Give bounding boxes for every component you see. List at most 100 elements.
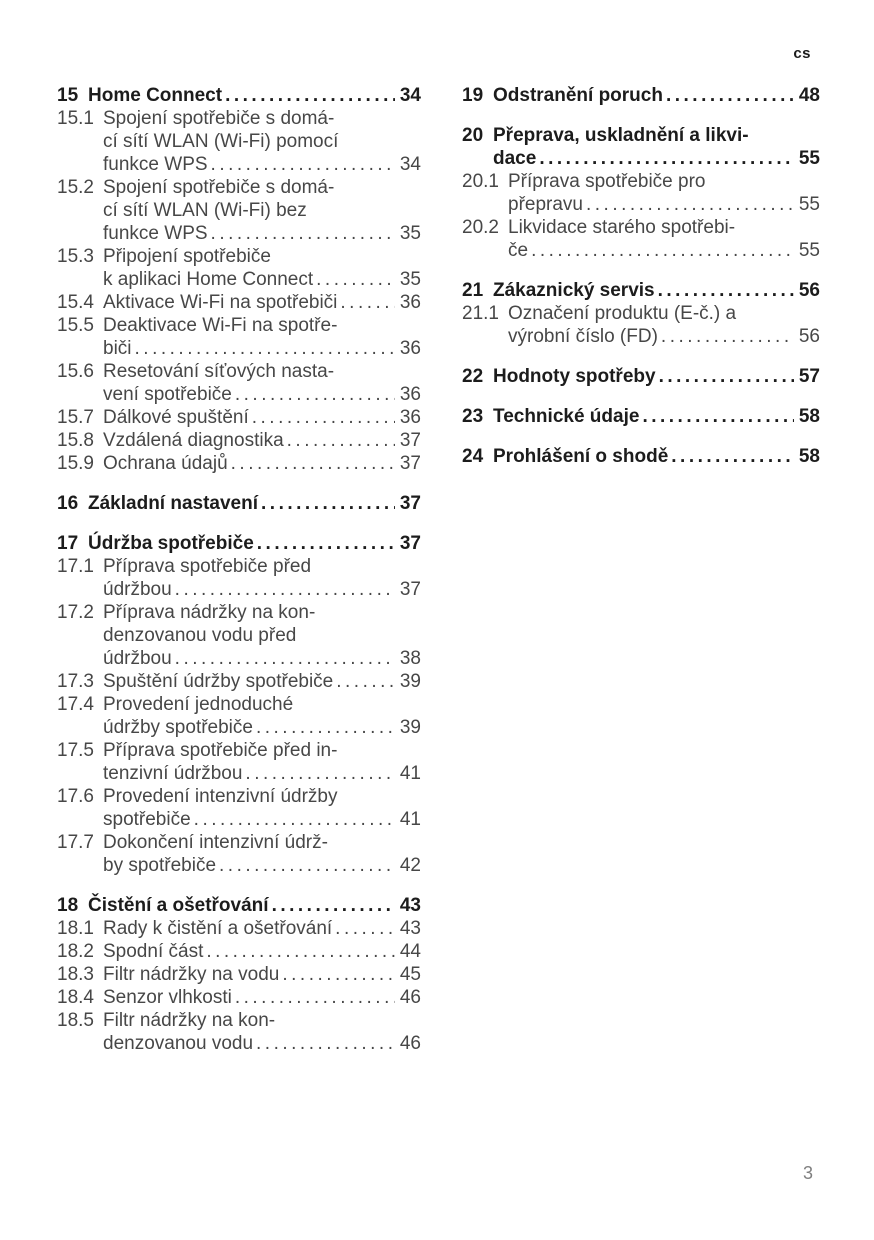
toc-entry-text-line: Označení produktu (E-č.) a bbox=[508, 303, 737, 324]
toc-entry-number: 15.1 bbox=[57, 108, 94, 129]
toc-entry-text-line: Příprava spotřebiče pro bbox=[508, 171, 706, 192]
toc-entry-last-line: k aplikaci Home Connect.................… bbox=[103, 268, 421, 291]
dot-leader: ........................................… bbox=[206, 941, 395, 962]
toc-page-number: 35 bbox=[399, 269, 421, 290]
toc-page-number: 38 bbox=[399, 648, 421, 669]
toc-entry-text-line: funkce WPS bbox=[103, 154, 208, 175]
toc-entry-text-line: cí sítí WLAN (Wi-Fi) pomocí bbox=[103, 131, 339, 152]
toc-entry-title: Spodní část.............................… bbox=[103, 940, 421, 963]
toc-section-heading-18: 18 Čistění a ošetřování..................… bbox=[57, 894, 421, 917]
dot-leader: ........................................… bbox=[539, 148, 794, 169]
dot-leader: ........................................… bbox=[586, 194, 794, 215]
toc-entry-number: 18.5 bbox=[57, 1010, 94, 1031]
toc-entry-text-line: výrobní číslo (FD) bbox=[508, 326, 658, 347]
toc-entry-last-line: Filtr nádržky na vodu...................… bbox=[103, 963, 421, 986]
toc-entry-title: Zákaznický servis.......................… bbox=[493, 279, 820, 302]
dot-leader: ........................................… bbox=[234, 987, 395, 1008]
toc-entry-text-line: Přeprava, uskladnění a likvi- bbox=[493, 125, 749, 146]
toc-entry-number: 17.3 bbox=[57, 671, 94, 692]
toc-entry-number: 21 bbox=[462, 280, 484, 301]
toc-entry-number: 18.3 bbox=[57, 964, 94, 985]
toc-entry-number: 17.4 bbox=[57, 694, 94, 715]
toc-subsection-entry-15.1: 15.1 Spojení spotřebiče s domá-cí sítí WL… bbox=[57, 107, 421, 176]
toc-entry-last-line: vení spotřebiče.........................… bbox=[103, 383, 421, 406]
toc-entry-last-line: biči....................................… bbox=[103, 337, 421, 360]
toc-entry-title: Resetování síťových nasta-vení spotřebič… bbox=[103, 360, 421, 406]
dot-leader: ........................................… bbox=[174, 648, 395, 669]
dot-leader: ........................................… bbox=[286, 430, 395, 451]
toc-subsection-entry-17.2: 17.2 Příprava nádržky na kon-denzovanou v… bbox=[57, 601, 421, 670]
toc-entry-number: 20.2 bbox=[462, 217, 499, 238]
toc-subsection-entry-15.5: 15.5 Deaktivace Wi-Fi na spotře-biči.....… bbox=[57, 314, 421, 360]
toc-section-heading-21: 21 Zákaznický servis.....................… bbox=[462, 279, 820, 302]
toc-entry-text-line: če bbox=[508, 240, 529, 261]
dot-leader: ........................................… bbox=[271, 895, 395, 916]
toc-subsection-entry-15.8: 15.8 Vzdálená diagnostika................… bbox=[57, 429, 421, 452]
toc-right-column: 19 Odstranění poruch.....................… bbox=[462, 84, 820, 1055]
toc-entry-last-line: Rady k čistění a ošetřování.............… bbox=[103, 917, 421, 940]
dot-leader: ........................................… bbox=[316, 269, 395, 290]
toc-entry-text-line: biči bbox=[103, 338, 132, 359]
dot-leader: ........................................… bbox=[193, 809, 395, 830]
toc-page-number: 58 bbox=[798, 446, 820, 467]
toc-entry-text-line: Spuštění údržby spotřebiče bbox=[103, 671, 334, 692]
dot-leader: ........................................… bbox=[251, 407, 395, 428]
toc-entry-number: 18.4 bbox=[57, 987, 94, 1008]
toc-entry-last-line: Aktivace Wi-Fi na spotřebiči............… bbox=[103, 291, 421, 314]
toc-entry-text-line: Spojení spotřebiče s domá- bbox=[103, 177, 335, 198]
toc-page-number: 56 bbox=[798, 326, 820, 347]
toc-entry-last-line: Home Connect............................… bbox=[88, 84, 421, 107]
toc-entry-title: Provedení intenzivní údržby spotřebiče...… bbox=[103, 785, 421, 831]
toc-page-number: 56 bbox=[798, 280, 820, 301]
toc-page-number: 36 bbox=[399, 338, 421, 359]
toc-page-number: 35 bbox=[399, 223, 421, 244]
toc-subsection-entry-17.6: 17.6 Provedení intenzivní údržby spotřebič… bbox=[57, 785, 421, 831]
toc-page-number: 37 bbox=[399, 453, 421, 474]
toc-subsection-entry-20.1: 20.1 Příprava spotřebiče pro přepravu.....… bbox=[462, 170, 820, 216]
toc-entry-number: 15.5 bbox=[57, 315, 94, 336]
toc-page-number: 48 bbox=[798, 85, 820, 106]
toc-entry-number: 15.6 bbox=[57, 361, 94, 382]
toc-entry-number: 17 bbox=[57, 533, 79, 554]
dot-leader: ........................................… bbox=[657, 280, 794, 301]
toc-entry-text-line: přepravu bbox=[508, 194, 583, 215]
toc-entry-text-line: Dálkové spuštění bbox=[103, 407, 249, 428]
dot-leader: ........................................… bbox=[282, 964, 395, 985]
toc-entry-title: Filtr nádržky na vodu...................… bbox=[103, 963, 421, 986]
toc-entry-number: 20.1 bbox=[462, 171, 499, 192]
toc-entry-last-line: Prohlášení o shodě......................… bbox=[493, 445, 820, 468]
toc-entry-last-line: spotřebiče..............................… bbox=[103, 808, 421, 831]
toc-entry-number: 20 bbox=[462, 125, 484, 146]
dot-leader: ........................................… bbox=[230, 453, 395, 474]
toc-page-number: 41 bbox=[399, 763, 421, 784]
toc-entry-text-line: Resetování síťových nasta- bbox=[103, 361, 335, 382]
toc-entry-title: Provedení jednoduché údržby spotřebiče...… bbox=[103, 693, 421, 739]
toc-section-heading-17: 17 Údržba spotřebiče.....................… bbox=[57, 532, 421, 555]
toc-section-heading-19: 19 Odstranění poruch.....................… bbox=[462, 84, 820, 107]
toc-entry-text-line: by spotřebiče bbox=[103, 855, 217, 876]
dot-leader: ........................................… bbox=[245, 763, 395, 784]
toc-section-heading-20: 20 Přeprava, uskladnění a likvi-dace.....… bbox=[462, 124, 820, 170]
dot-leader: ........................................… bbox=[134, 338, 395, 359]
toc-entry-text-line: Odstranění poruch bbox=[493, 85, 663, 106]
toc-entry-number: 19 bbox=[462, 85, 484, 106]
toc-entry-last-line: Údržba spotřebiče.......................… bbox=[88, 532, 421, 555]
toc-entry-number: 17.6 bbox=[57, 786, 94, 807]
toc-entry-text-line: Filtr nádržky na vodu bbox=[103, 964, 280, 985]
toc-page-number: 44 bbox=[399, 941, 421, 962]
dot-leader: ........................................… bbox=[225, 85, 395, 106]
toc-entry-text-line: vení spotřebiče bbox=[103, 384, 232, 405]
toc-entry-text-line: Příprava spotřebiče před bbox=[103, 556, 312, 577]
toc-section-heading-15: 15 Home Connect..........................… bbox=[57, 84, 421, 107]
toc-entry-text-line: údržby spotřebiče bbox=[103, 717, 253, 738]
toc-page-number: 57 bbox=[798, 366, 820, 387]
toc-entry-text-line: Senzor vlhkosti bbox=[103, 987, 232, 1008]
toc-entry-title: Příprava spotřebiče před údržbou.........… bbox=[103, 555, 421, 601]
dot-leader: ........................................… bbox=[665, 85, 794, 106]
toc-subsection-entry-17.5: 17.5 Příprava spotřebiče před in-tenzivní… bbox=[57, 739, 421, 785]
toc-page-number: 36 bbox=[399, 292, 421, 313]
toc-entry-text-line: Připojení spotřebiče bbox=[103, 246, 271, 267]
toc-page-number: 42 bbox=[399, 855, 421, 876]
toc-entry-last-line: Základní nastavení......................… bbox=[88, 492, 421, 515]
toc-page-number: 36 bbox=[399, 384, 421, 405]
